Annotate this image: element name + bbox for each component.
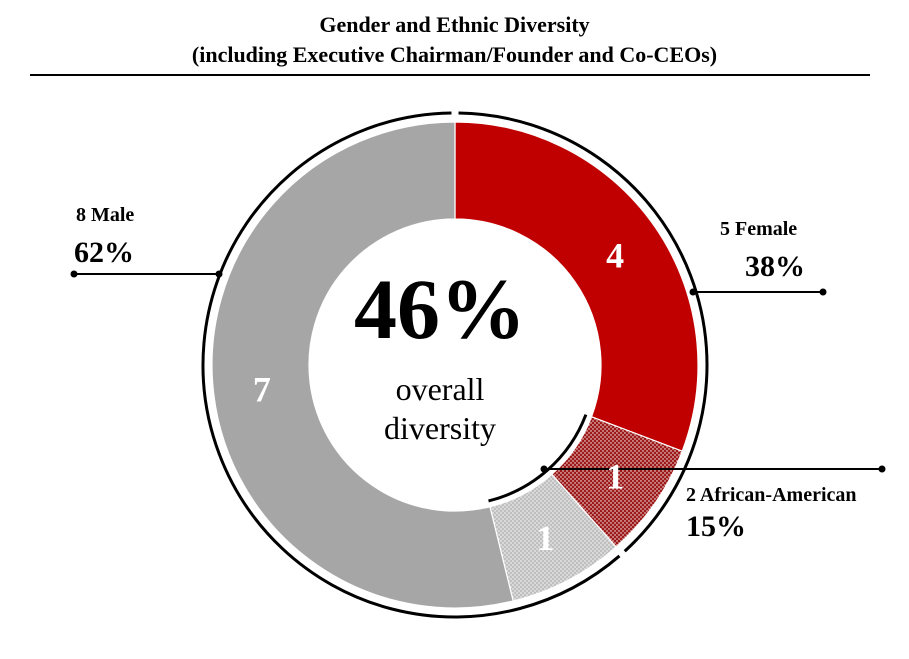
female-leader-dot-end: [819, 288, 827, 296]
slice-value-label-1: 4: [606, 236, 624, 276]
female-leader-dot-start: [689, 288, 697, 296]
overall-diversity-caption-2: diversity: [384, 410, 496, 446]
overall-diversity-value: 46%: [354, 261, 526, 357]
slice-value-label-4: 7: [253, 369, 271, 409]
male-percent-label: 62%: [74, 236, 134, 269]
african-american-leader-dot-start: [540, 465, 548, 473]
female-bracket-arc: [458, 111, 709, 553]
slice-value-label-3: 1: [536, 518, 554, 558]
male-bracket-arc: [201, 111, 621, 619]
african-american-percent-label: 15%: [686, 510, 746, 543]
african-american-leader-dot-end: [878, 465, 886, 473]
female-count-label: 5 Female: [720, 218, 798, 240]
slice-value-label-2: 1: [606, 456, 624, 496]
title-divider: [30, 74, 870, 76]
female-percent-label: 38%: [745, 250, 805, 283]
african-american-count-label: 2 African-American: [686, 484, 857, 506]
male-leader-dot-end: [215, 270, 223, 278]
chart-title: Gender and Ethnic Diversity: [319, 12, 590, 37]
male-count-label: 8 Male: [76, 204, 135, 226]
chart-subtitle: (including Executive Chairman/Founder an…: [191, 42, 718, 67]
overall-diversity-caption-1: overall: [395, 371, 485, 407]
male-leader-dot-start: [70, 270, 78, 278]
donut-slice-4: [211, 121, 514, 609]
donut-slice-1: [454, 121, 699, 452]
